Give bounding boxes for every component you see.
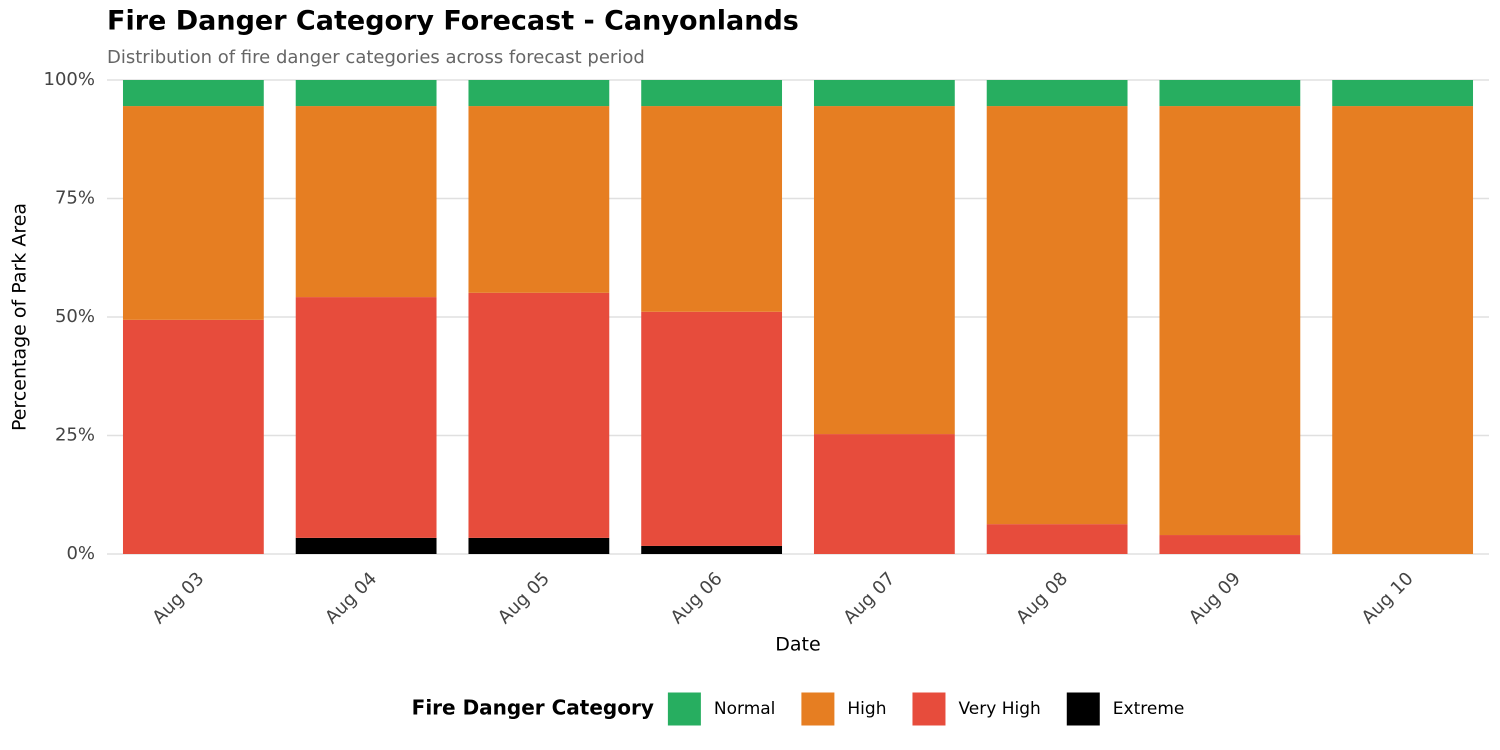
bar-segment [641, 545, 783, 554]
legend-title: Fire Danger Category [412, 696, 654, 720]
bar-segment [468, 292, 610, 538]
x-tick-label: Aug 03 [148, 568, 208, 628]
x-tick-label: Aug 08 [1012, 568, 1072, 628]
bars [122, 80, 1474, 554]
bar-segment [295, 537, 437, 554]
x-tick-label: Aug 07 [839, 568, 899, 628]
bar-segment [1159, 535, 1301, 554]
y-tick-label: 50% [55, 306, 95, 327]
bar-segment [468, 537, 610, 554]
bar-segment [1159, 106, 1301, 536]
legend-swatch [667, 692, 701, 726]
bar-segment [1159, 80, 1301, 107]
legend-label: Very High [958, 699, 1040, 719]
x-tick-label: Aug 05 [494, 568, 554, 628]
bar-segment [813, 434, 955, 554]
bar-segment [295, 106, 437, 298]
y-tick-label: 0% [66, 543, 95, 564]
bar-segment [122, 80, 264, 107]
x-tick-label: Aug 04 [321, 568, 381, 628]
bar-segment [122, 106, 264, 320]
bar-segment [1332, 106, 1474, 554]
bar-segment [295, 297, 437, 538]
bar-segment [641, 106, 783, 312]
y-axis-label: Percentage of Park Area [9, 203, 31, 431]
bar-segment [986, 80, 1128, 107]
chart-subtitle: Distribution of fire danger categories a… [107, 47, 645, 68]
bar-segment [641, 80, 783, 107]
bar-segment [813, 80, 955, 107]
y-tick-label: 25% [55, 425, 95, 446]
legend-swatch [912, 692, 946, 726]
x-axis-label: Date [775, 634, 820, 656]
legend-label: High [847, 699, 886, 719]
legend-label: Extreme [1113, 699, 1185, 719]
bar-segment [468, 80, 610, 107]
legend-swatch [1066, 692, 1100, 726]
bar-segment [122, 319, 264, 554]
bar-segment [295, 80, 437, 107]
legend-swatch [801, 692, 835, 726]
bar-segment [468, 106, 610, 293]
bar-segment [1332, 80, 1474, 107]
bar-segment [813, 106, 955, 435]
y-tick-label: 75% [55, 188, 95, 209]
x-tick-label: Aug 09 [1185, 568, 1245, 628]
legend-label: Normal [714, 699, 776, 719]
legend: Fire Danger Category Normal High Very High E… [412, 692, 1185, 726]
bar-segment [986, 524, 1128, 554]
y-tick-label: 100% [44, 69, 95, 90]
chart-title: Fire Danger Category Forecast - Canyonla… [107, 6, 799, 37]
bar-segment [641, 311, 783, 546]
bar-segment [986, 106, 1128, 525]
x-tick-label: Aug 10 [1358, 568, 1418, 628]
x-tick-label: Aug 06 [667, 568, 727, 628]
